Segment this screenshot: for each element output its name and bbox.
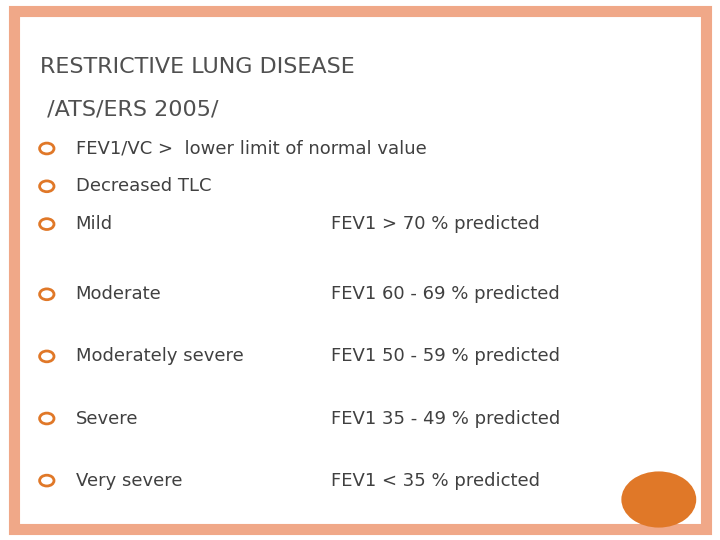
- Circle shape: [40, 351, 54, 362]
- Text: FEV1 > 70 % predicted: FEV1 > 70 % predicted: [331, 215, 540, 233]
- Text: FEV1 50 - 59 % predicted: FEV1 50 - 59 % predicted: [331, 347, 560, 366]
- Text: Moderate: Moderate: [76, 285, 161, 303]
- Text: Severe: Severe: [76, 409, 138, 428]
- Circle shape: [621, 471, 696, 528]
- Text: Mild: Mild: [76, 215, 113, 233]
- Text: Moderately severe: Moderately severe: [76, 347, 243, 366]
- Circle shape: [40, 475, 54, 486]
- Text: FEV1 < 35 % predicted: FEV1 < 35 % predicted: [331, 471, 540, 490]
- Text: FEV1 35 - 49 % predicted: FEV1 35 - 49 % predicted: [331, 409, 560, 428]
- Text: RESTRICTIVE LUNG DISEASE: RESTRICTIVE LUNG DISEASE: [40, 57, 354, 77]
- Circle shape: [40, 143, 54, 154]
- Circle shape: [40, 219, 54, 230]
- Text: Decreased TLC: Decreased TLC: [76, 177, 211, 195]
- Text: Very severe: Very severe: [76, 471, 182, 490]
- Circle shape: [40, 413, 54, 424]
- FancyBboxPatch shape: [14, 11, 706, 529]
- Circle shape: [40, 181, 54, 192]
- Text: FEV1/VC >  lower limit of normal value: FEV1/VC > lower limit of normal value: [76, 139, 426, 158]
- Text: FEV1 60 - 69 % predicted: FEV1 60 - 69 % predicted: [331, 285, 560, 303]
- Circle shape: [40, 289, 54, 300]
- Text: /ATS/ERS 2005/: /ATS/ERS 2005/: [40, 100, 218, 120]
